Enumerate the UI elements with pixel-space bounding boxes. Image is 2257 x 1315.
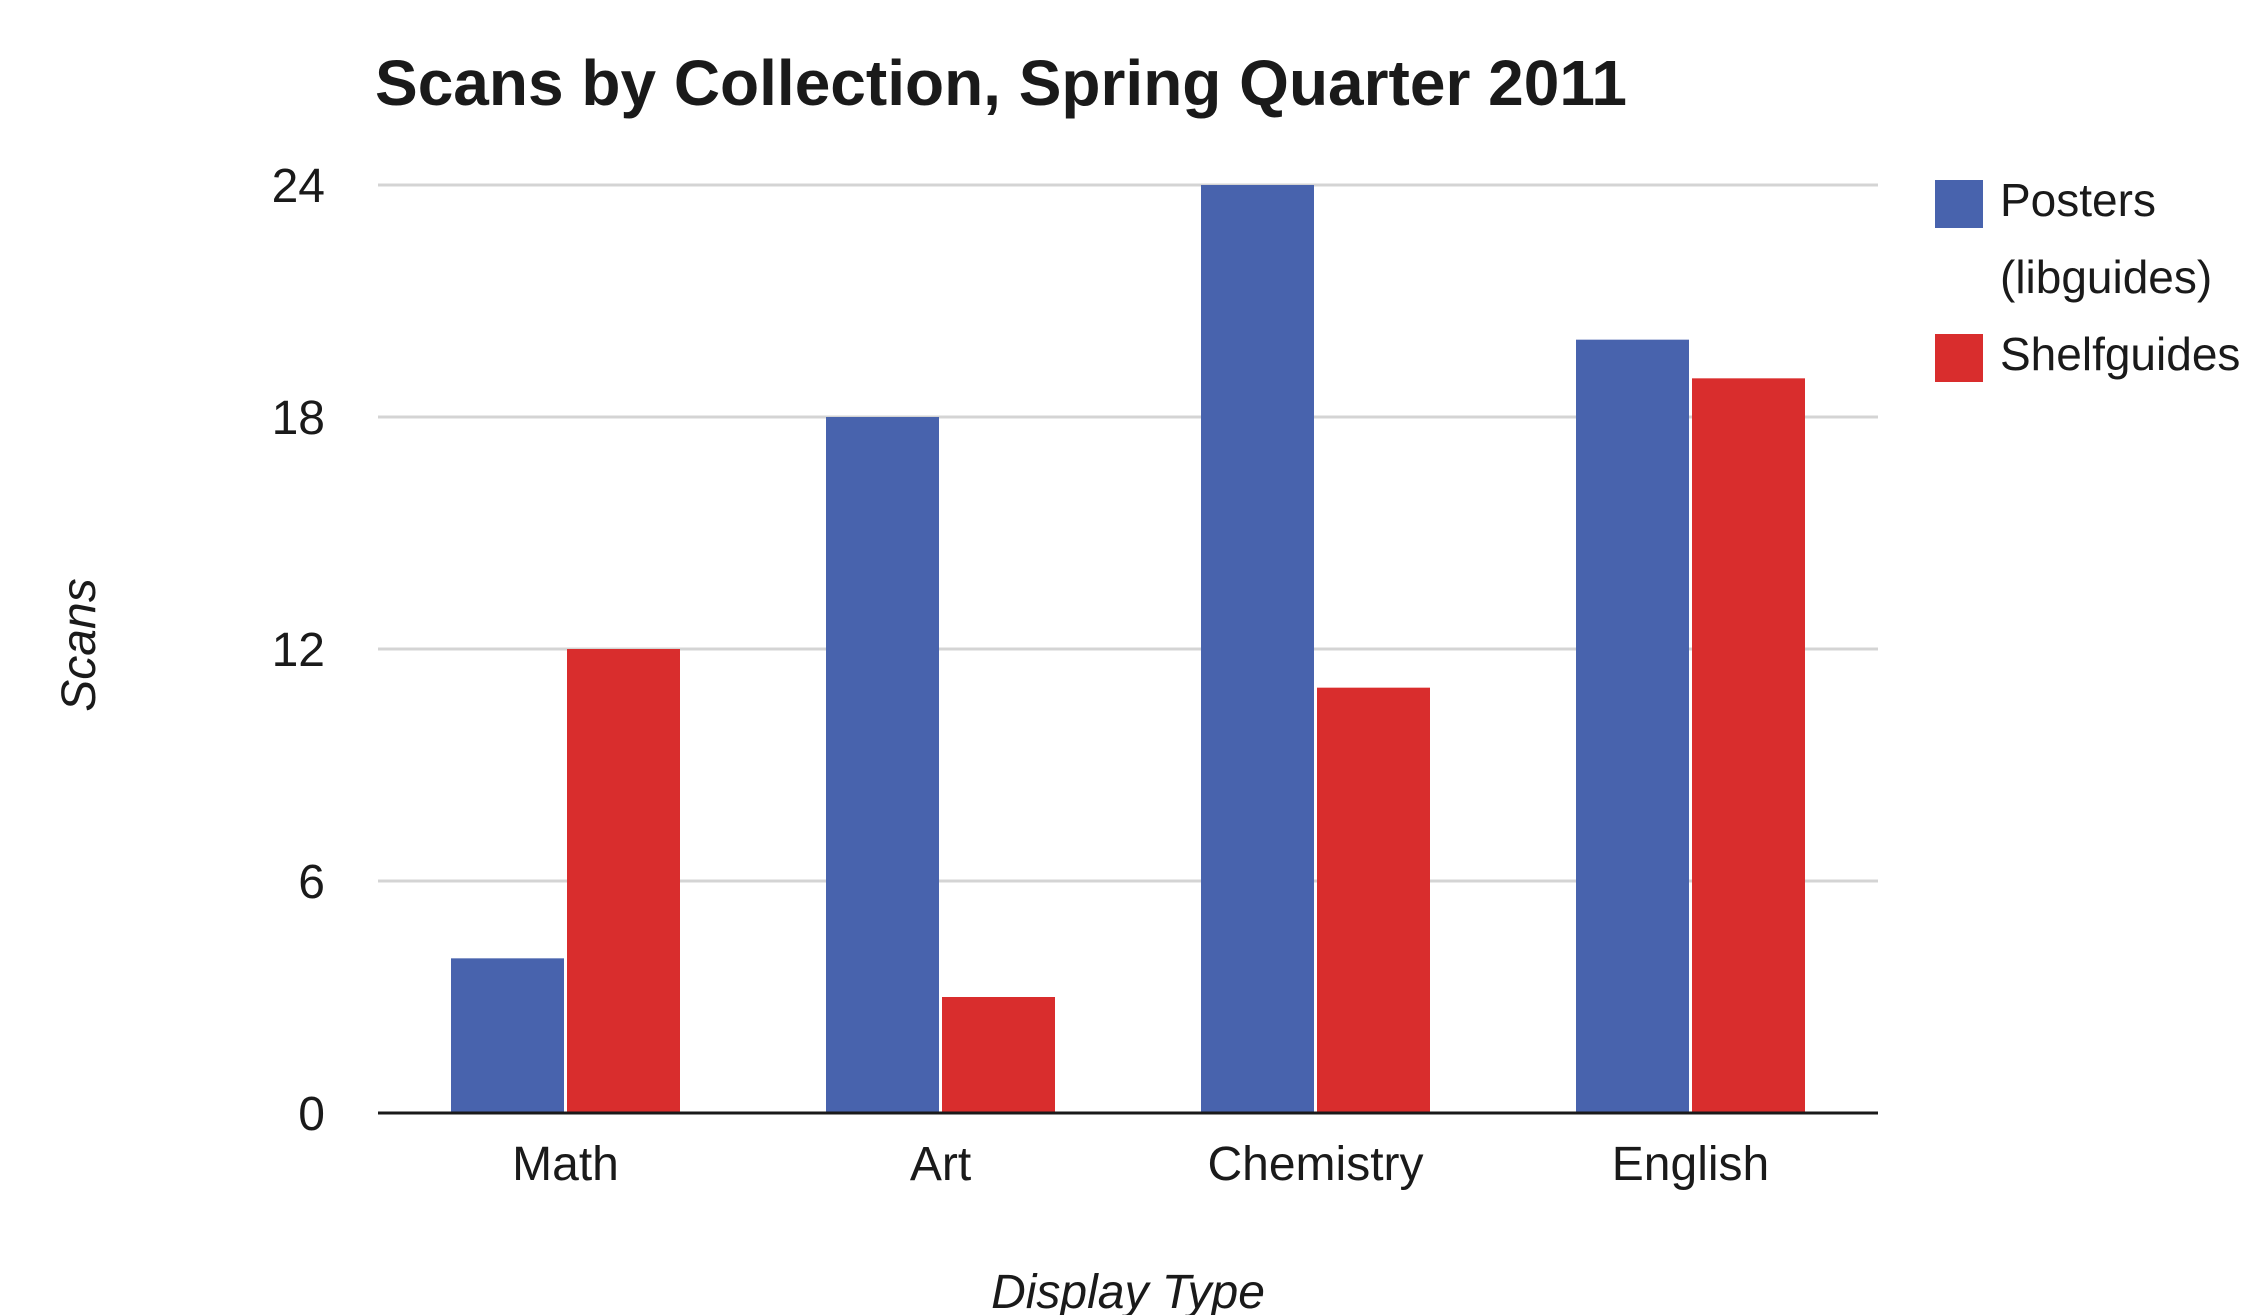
legend-label: Posters (2000, 174, 2156, 226)
bar-chemistry-posters (1201, 185, 1314, 1113)
legend-label: Shelfguides (2000, 328, 2240, 380)
y-tick-label: 18 (272, 392, 325, 445)
y-tick-label: 24 (272, 160, 325, 213)
bar-math-posters (451, 958, 564, 1113)
x-tick-label: Art (910, 1138, 971, 1191)
x-tick-label: Chemistry (1207, 1138, 1423, 1191)
x-axis-label: Display Type (991, 1266, 1265, 1315)
y-tick-labels: 0 6 12 18 24 (272, 160, 325, 1141)
legend-label: (libguides) (2000, 251, 2212, 303)
legend: Posters (libguides) Shelfguides (1935, 174, 2240, 382)
bar-art-shelfguides (942, 997, 1055, 1113)
bar-art-posters (826, 417, 939, 1113)
y-tick-label: 0 (298, 1088, 325, 1141)
bar-math-shelfguides (567, 649, 680, 1113)
y-tick-label: 6 (298, 856, 325, 909)
x-tick-labels: Math Art Chemistry English (512, 1138, 1769, 1191)
y-axis-label: Scans (53, 578, 106, 711)
bar-english-posters (1576, 339, 1689, 1114)
legend-swatch (1935, 334, 1983, 382)
x-tick-label: English (1612, 1138, 1769, 1191)
y-tick-label: 12 (272, 624, 325, 677)
bar-english-shelfguides (1692, 378, 1805, 1113)
legend-swatch (1935, 180, 1983, 228)
chart-title: Scans by Collection, Spring Quarter 2011 (375, 47, 1627, 119)
x-tick-label: Math (512, 1138, 619, 1191)
bar-chemistry-shelfguides (1317, 687, 1430, 1113)
bars (451, 185, 1805, 1114)
